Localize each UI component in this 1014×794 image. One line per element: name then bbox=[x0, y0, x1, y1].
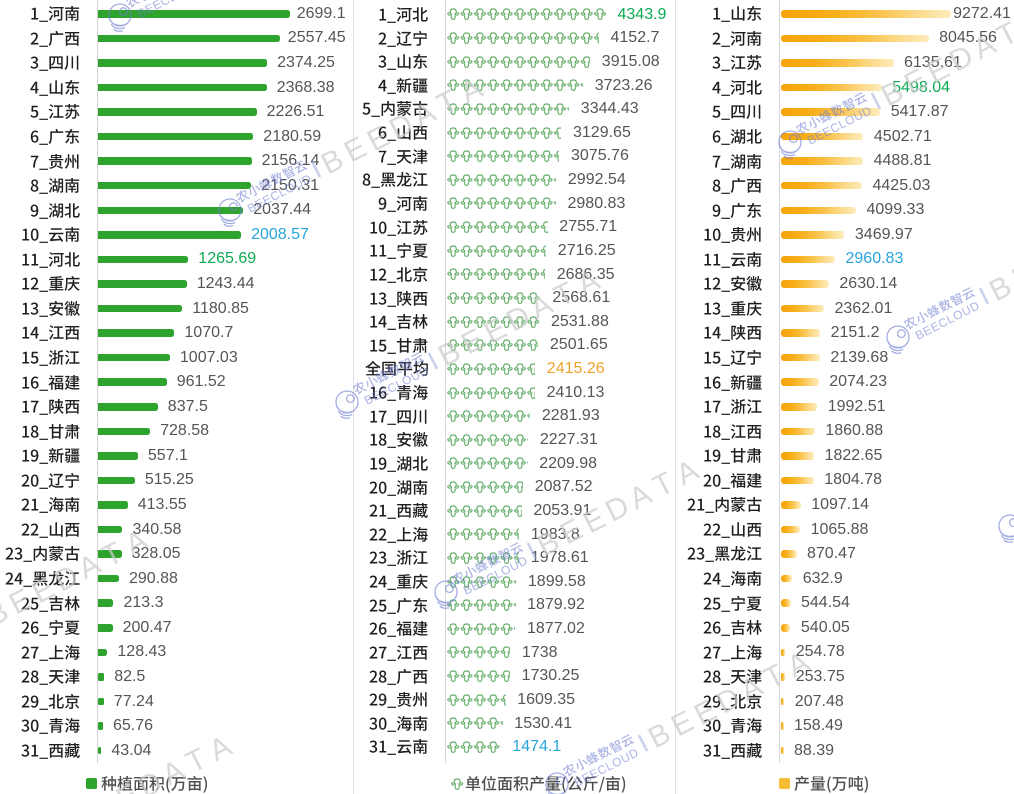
svg-text:E: E bbox=[339, 131, 372, 169]
svg-text:T: T bbox=[759, 658, 790, 696]
svg-text:A: A bbox=[624, 478, 657, 516]
svg-text:A: A bbox=[204, 730, 237, 768]
svg-text:BEECLOUD: BEECLOUD bbox=[913, 298, 982, 342]
svg-text:T: T bbox=[181, 742, 212, 780]
svg-text:D: D bbox=[600, 489, 634, 528]
svg-text:E: E bbox=[689, 694, 722, 732]
svg-text:B: B bbox=[316, 143, 349, 181]
svg-text:E: E bbox=[1007, 258, 1014, 296]
svg-text:E: E bbox=[666, 705, 699, 743]
svg-text:B: B bbox=[643, 717, 676, 755]
svg-text:B: B bbox=[984, 270, 1014, 308]
svg-text:B: B bbox=[0, 595, 14, 633]
